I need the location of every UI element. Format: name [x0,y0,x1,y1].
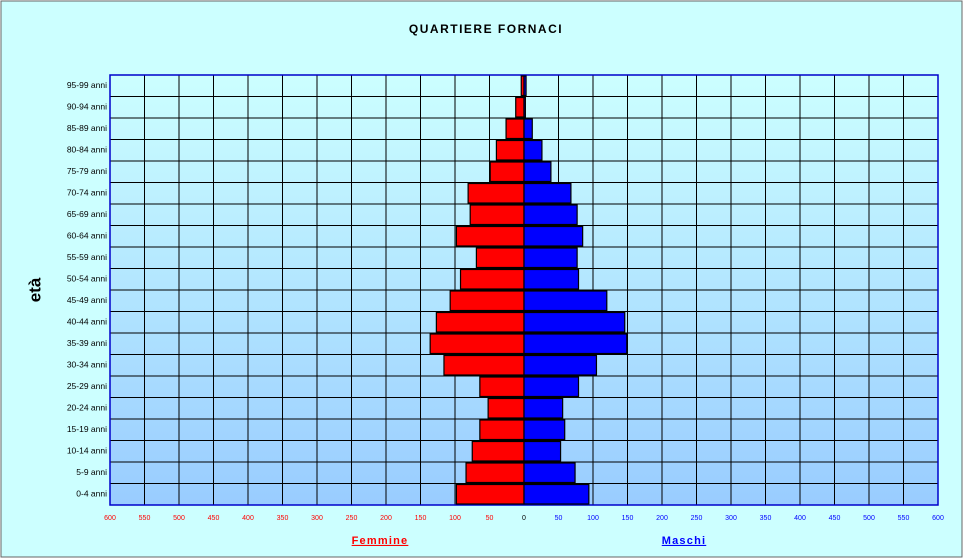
y-tick-label: 85-89 anni [67,123,107,133]
bar [523,397,564,419]
bar [523,182,572,204]
y-tick-label: 20-24 anni [67,403,107,413]
bar [523,483,590,505]
bar [523,268,580,290]
x-tick-label: 150 [415,515,427,522]
bar [523,440,562,462]
x-tick-label: 400 [794,515,806,522]
y-tick-label: 45-49 anni [67,295,107,305]
x-tick-label: 250 [346,515,358,522]
y-tick-label: 5-9 anni [76,467,107,477]
bar [495,139,525,161]
bar [523,462,576,484]
legend-label: Femmine [352,535,409,547]
bar [489,161,525,183]
bar [459,268,525,290]
x-tick-label: 500 [173,515,185,522]
x-tick-label: 500 [863,515,875,522]
bar [443,354,525,376]
bar [523,161,552,183]
x-tick-label: 50 [555,515,563,522]
bar [523,75,527,97]
bar [523,419,566,441]
bar [471,440,525,462]
bar [479,376,525,398]
x-tick-label: 100 [587,515,599,522]
y-tick-label: 70-74 anni [67,188,107,198]
bar [479,419,525,441]
y-tick-label: 80-84 anni [67,145,107,155]
bar [455,483,525,505]
x-tick-label: 400 [242,515,254,522]
bar [449,290,525,312]
x-tick-label: 0 [522,515,526,522]
x-tick-label: 300 [725,515,737,522]
y-tick-label: 0-4 anni [76,489,107,499]
x-tick-label: 600 [104,515,116,522]
x-tick-label: 250 [691,515,703,522]
x-tick-label: 150 [622,515,634,522]
y-tick-label: 55-59 anni [67,252,107,262]
bar [505,118,525,140]
bar [467,182,525,204]
bar [523,247,578,269]
legend-label: Maschi [662,535,707,547]
y-tick-label: 95-99 anni [67,80,107,90]
bar [435,311,525,333]
x-tick-label: 350 [760,515,772,522]
plot-border [109,74,939,506]
bar [429,333,525,355]
bar [523,354,598,376]
x-tick-label: 200 [656,515,668,522]
y-tick-label: 15-19 anni [67,424,107,434]
y-tick-label: 40-44 anni [67,317,107,327]
x-tick-label: 600 [932,515,944,522]
x-tick-label: 350 [277,515,289,522]
bar [523,118,533,140]
bar [523,139,543,161]
y-tick-label: 60-64 anni [67,231,107,241]
x-tick-label: 50 [486,515,494,522]
y-tick-label: 30-34 anni [67,360,107,370]
chart-title: QUARTIERE FORNACI [409,22,563,36]
x-tick-label: 550 [139,515,151,522]
bar [487,397,525,419]
bar [523,96,526,118]
y-axis-label: età [25,277,44,302]
y-tick-label: 75-79 anni [67,166,107,176]
x-tick-label: 100 [449,515,461,522]
y-tick-label: 10-14 anni [67,446,107,456]
bar [523,376,580,398]
bar [523,311,626,333]
y-tick-label: 50-54 anni [67,274,107,284]
bar [523,333,628,355]
y-tick-label: 65-69 anni [67,209,107,219]
bar [475,247,525,269]
bar [523,290,608,312]
bar [469,204,525,226]
x-tick-label: 450 [208,515,220,522]
y-tick-label: 90-94 anni [67,102,107,112]
y-tick-label: 35-39 anni [67,338,107,348]
x-tick-label: 200 [380,515,392,522]
x-tick-label: 300 [311,515,323,522]
y-tick-label: 25-29 anni [67,381,107,391]
bar [523,225,584,247]
x-tick-label: 550 [898,515,910,522]
bar [465,462,525,484]
bar [515,96,525,118]
x-tick-label: 450 [829,515,841,522]
bar [455,225,525,247]
bar [523,204,578,226]
